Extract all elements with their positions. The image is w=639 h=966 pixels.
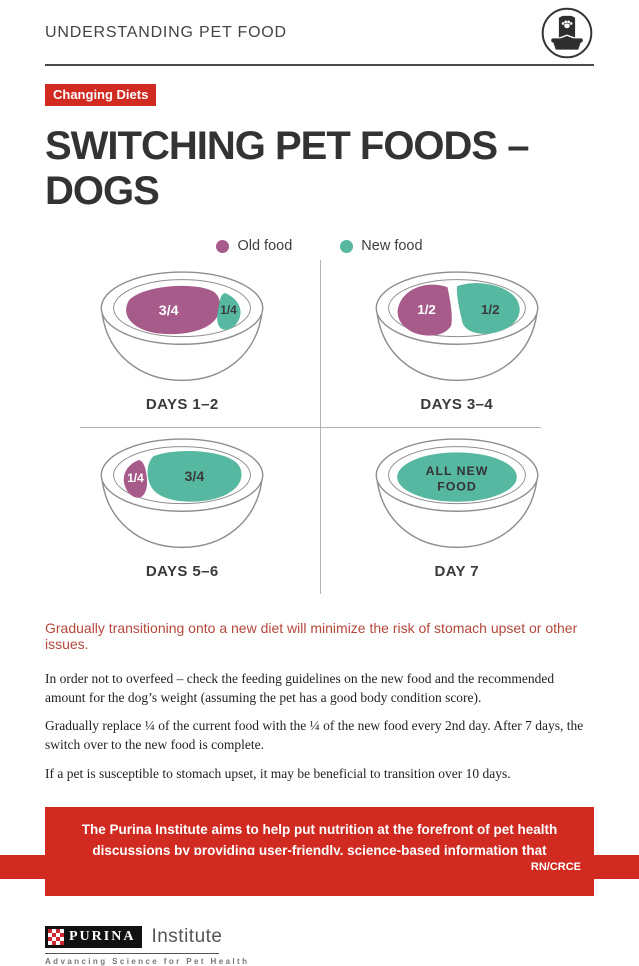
bowl-caption: DAYS 3–4 xyxy=(420,396,494,413)
old-food-fraction-label: 1/2 xyxy=(417,302,436,317)
logo-tagline: Advancing Science for Pet Health xyxy=(45,956,250,966)
legend-item-old-food: Old food xyxy=(216,238,292,254)
body-paragraph: If a pet is susceptible to stomach upset… xyxy=(45,765,511,781)
dog-bowl-illustration: 1/4 3/4 xyxy=(100,438,264,549)
old-food-portion xyxy=(126,285,221,335)
dog-bowl-illustration: 1/2 1/2 xyxy=(375,271,539,382)
grid-divider-horizontal xyxy=(80,427,541,428)
institute-text: Institute xyxy=(151,925,223,947)
bowl-days-5-6: 1/4 3/4 DAYS 5–6 xyxy=(45,427,320,594)
purina-institute-callout: The Purina Institute aims to help put nu… xyxy=(45,807,594,896)
purina-institute-logo: PURINA Institute Advancing Science for P… xyxy=(45,925,594,966)
body-paragraph: In order not to overfeed – check the fee… xyxy=(45,671,555,705)
bowl-caption: DAY 7 xyxy=(434,563,480,580)
bowl-days-1-2: 3/4 1/4 DAYS 1–2 xyxy=(45,260,320,427)
legend-new-label: New food xyxy=(361,238,423,254)
purina-checkerboard-icon xyxy=(48,928,64,945)
new-food-portion xyxy=(147,450,242,502)
old-food-fraction-label: 1/4 xyxy=(127,471,144,485)
old-food-dot-icon xyxy=(216,239,230,253)
page-title: SWITCHING PET FOODS – DOGS xyxy=(45,124,529,213)
old-food-portion xyxy=(397,284,452,336)
legend: Old food New food xyxy=(45,238,594,254)
header-divider xyxy=(45,64,594,66)
legend-item-new-food: New food xyxy=(340,238,423,254)
bowl-day-7: ALL NEW FOOD DAY 7 xyxy=(320,427,595,594)
purina-brand-text: PURINA xyxy=(69,928,136,944)
document-code: RN/CRCE xyxy=(530,861,581,873)
dog-bowl-illustration: 3/4 1/4 xyxy=(100,271,264,382)
new-food-dot-icon xyxy=(340,239,354,253)
category-badge: Changing Diets xyxy=(45,84,157,106)
old-food-fraction-label: 3/4 xyxy=(159,303,179,319)
purina-wordmark: PURINA xyxy=(45,925,143,948)
intro-sentence: Gradually transitioning onto a new diet … xyxy=(45,620,578,652)
new-food-portion xyxy=(456,283,520,334)
footer-code-bar: RN/CRCE xyxy=(0,855,639,879)
pet-food-bag-bowl-icon xyxy=(541,7,593,59)
new-food-fraction-label: 1/2 xyxy=(481,302,500,317)
tagline-rule xyxy=(45,952,219,954)
body-paragraph: Gradually replace ¼ of the current food … xyxy=(45,718,584,752)
all-new-food-label-line2: FOOD xyxy=(437,479,476,493)
new-food-fraction-label: 3/4 xyxy=(185,469,205,485)
page-header: UNDERSTANDING PET FOOD xyxy=(45,0,594,60)
new-food-portion xyxy=(396,452,517,502)
bowls-grid: 3/4 1/4 DAYS 1–2 1/2 1/2 DAYS 3–4 1/4 3/… xyxy=(0,260,639,594)
old-food-portion xyxy=(124,459,148,498)
dog-bowl-illustration: ALL NEW FOOD xyxy=(375,438,539,549)
document-series-title: UNDERSTANDING PET FOOD xyxy=(45,24,287,41)
all-new-food-label-line1: ALL NEW xyxy=(425,464,488,478)
bowl-caption: DAYS 1–2 xyxy=(145,396,219,413)
bowl-days-3-4: 1/2 1/2 DAYS 3–4 xyxy=(320,260,595,427)
legend-old-label: Old food xyxy=(237,238,293,254)
new-food-portion xyxy=(217,292,241,330)
new-food-fraction-label: 1/4 xyxy=(221,303,238,317)
bowl-caption: DAYS 5–6 xyxy=(145,563,219,580)
